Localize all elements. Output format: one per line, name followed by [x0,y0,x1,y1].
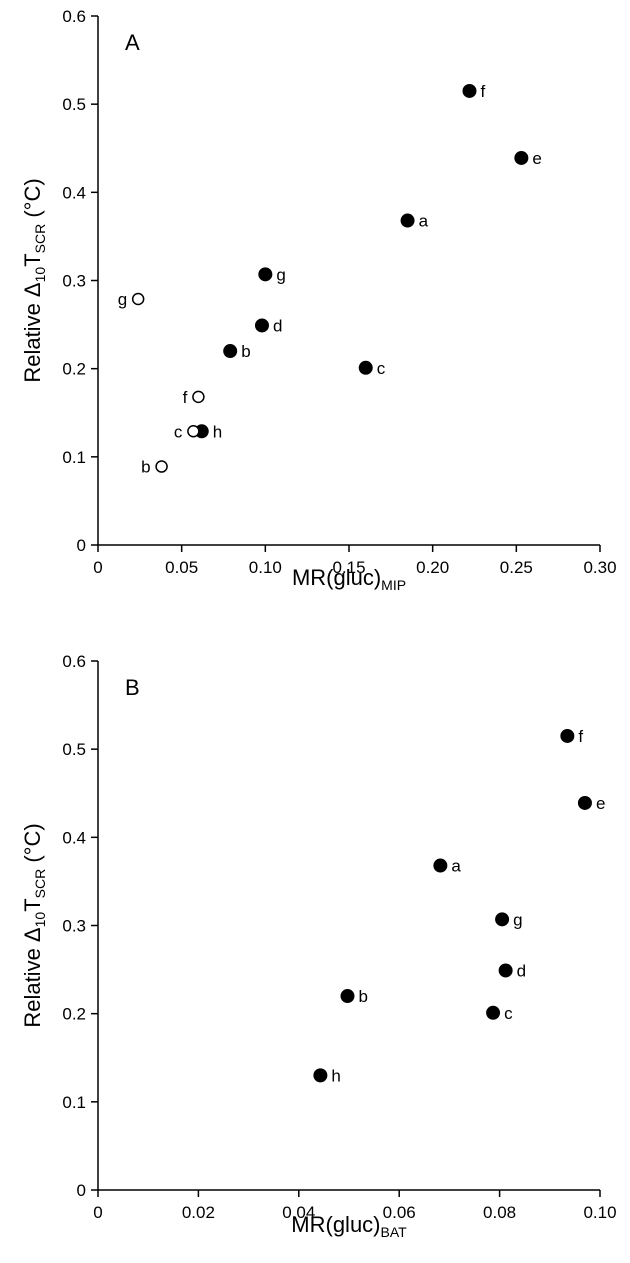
x-tick-label: 0.05 [165,558,198,577]
point-label-f: f [183,388,188,407]
y-axis-label: Relative Δ10TSCR (°C) [20,823,48,1027]
filled-point-g [495,912,510,927]
x-tick-label: 0.20 [416,558,449,577]
x-tick-label: 0.10 [249,558,282,577]
point-label-b: b [358,987,367,1006]
filled-point-a [400,213,415,228]
point-label-c: c [504,1004,513,1023]
point-label-e: e [596,794,605,813]
point-label-d: d [273,316,282,335]
x-tick-label: 0.08 [483,1203,516,1222]
y-tick-label: 0.5 [62,740,86,759]
point-label-c: c [377,359,386,378]
open-point-c [187,425,200,438]
filled-point-b [340,989,355,1004]
filled-point-d [254,318,269,333]
x-axis-label: MR(gluc)BAT [291,1212,407,1240]
point-label-g: g [118,290,127,309]
point-label-f: f [480,82,485,101]
y-tick-label: 0.3 [62,272,86,291]
point-label-h: h [331,1066,340,1085]
x-tick-label: 0.10 [583,1203,616,1222]
point-label-g: g [276,265,285,284]
filled-point-e [577,795,592,810]
x-tick-label: 0 [93,558,102,577]
y-tick-label: 0.3 [62,917,86,936]
x-tick-label: 0.30 [583,558,616,577]
y-tick-label: 0.4 [62,828,86,847]
x-tick-label: 0.06 [383,1203,416,1222]
x-tick-label: 0.04 [282,1203,315,1222]
point-label-h: h [213,422,222,441]
filled-point-h [313,1068,328,1083]
y-tick-label: 0.1 [62,1093,86,1112]
y-tick-label: 0 [77,1181,86,1200]
filled-point-b [223,344,238,359]
point-label-g: g [513,910,522,929]
open-point-g [131,292,145,306]
y-tick-label: 0.6 [62,652,86,671]
open-point-f [192,390,205,404]
x-tick-label: 0.25 [500,558,533,577]
filled-point-c [486,1005,501,1020]
y-tick-label: 0.5 [62,95,86,114]
point-label-c: c [174,422,183,441]
y-tick-label: 0.4 [62,183,86,202]
filled-point-g [258,267,273,282]
point-label-d: d [517,961,526,980]
filled-point-f [462,83,477,98]
point-label-b: b [241,342,250,361]
panel-letter: B [125,675,140,700]
filled-point-a [433,858,448,873]
x-tick-label: 0.02 [182,1203,215,1222]
y-tick-label: 0 [77,536,86,555]
panel-a: 0 0.05 0.10 0.15 0.20 0.25 0.30 0 0.1 0.2 0.3 0.4 0.… [20,7,617,593]
panel-letter: A [125,30,140,55]
point-label-a: a [451,857,461,876]
y-tick-label: 0.2 [62,360,86,379]
y-axis-label: Relative Δ10TSCR (°C) [20,178,48,382]
open-point-b [155,460,168,473]
point-label-a: a [419,212,429,231]
point-label-f: f [578,727,583,746]
x-tick-label: 0.15 [332,558,365,577]
y-tick-label: 0.6 [62,7,86,26]
point-label-b: b [141,458,150,477]
x-axis-label: MR(gluc)MIP [292,565,406,593]
y-tick-label: 0.2 [62,1005,86,1024]
y-tick-label: 0.1 [62,448,86,467]
panel-b: 0 0.02 0.04 0.06 0.08 0.10 0 0.1 0.2 0.3 0.4 0.5 0.6… [20,652,617,1240]
point-label-e: e [532,149,541,168]
filled-point-c [358,360,373,375]
filled-point-f [560,728,575,743]
x-tick-label: 0 [93,1203,102,1222]
filled-point-e [514,150,529,165]
filled-point-d [498,963,513,978]
